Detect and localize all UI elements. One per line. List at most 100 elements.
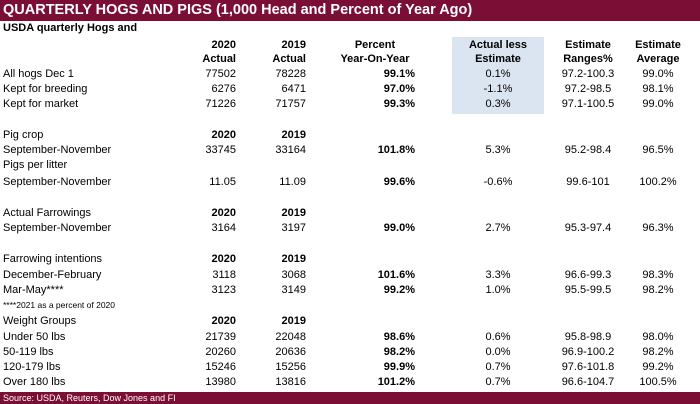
table-row: September-November 33745 33164 101.8% 5.… xyxy=(0,143,700,157)
value-range: 97.2-100.3 xyxy=(561,68,615,80)
header-ranges: Ranges% xyxy=(563,53,613,65)
value-pct: 99.0% xyxy=(383,222,415,234)
header-2019: 2019 xyxy=(281,39,306,51)
table-row: 120-179 lbs 15246 15256 99.9% 0.7% 97.6-… xyxy=(0,360,700,374)
section-title: Pigs per litter xyxy=(3,159,68,171)
table-row: Kept for breeding 6276 6471 97.0% -1.1% … xyxy=(0,82,700,96)
value-avg: 98.3% xyxy=(642,269,674,281)
value-diff: 0.3% xyxy=(485,98,511,110)
value-avg: 100.5% xyxy=(639,376,677,388)
header-row-2: Actual Actual Year-On-Year Estimate Rang… xyxy=(0,52,700,66)
value-range: 95.2-98.4 xyxy=(564,144,612,156)
value-pct: 99.6% xyxy=(383,176,415,188)
value-diff: 0.7% xyxy=(485,361,511,373)
section-header: Actual Farrowings 2020 2019 xyxy=(0,206,700,220)
value-diff: 0.1% xyxy=(485,68,511,80)
value-2020: 77502 xyxy=(205,68,236,80)
year-2019: 2019 xyxy=(281,315,306,327)
value-2019: 71757 xyxy=(275,98,306,110)
value-diff: 1.0% xyxy=(485,284,511,296)
value-diff: -1.1% xyxy=(483,83,513,95)
header-estimate-avg: Estimate xyxy=(635,39,681,51)
value-avg: 98.2% xyxy=(642,346,674,358)
value-diff: -0.6% xyxy=(483,176,513,188)
header-actual: Actual xyxy=(202,53,236,65)
table-title: QUARTERLY HOGS AND PIGS (1,000 Head and … xyxy=(3,2,473,18)
table-row: Over 180 lbs 13980 13816 101.2% 0.7% 96.… xyxy=(0,375,700,389)
value-pct: 99.9% xyxy=(383,361,415,373)
value-2020: 3164 xyxy=(211,222,236,234)
value-2019: 6471 xyxy=(281,83,306,95)
value-pct: 97.0% xyxy=(383,83,415,95)
value-pct: 98.2% xyxy=(383,346,415,358)
section-header: Weight Groups 2020 2019 xyxy=(0,314,700,328)
section-title: Weight Groups xyxy=(3,315,77,327)
table-row: Kept for market 71226 71757 99.3% 0.3% 9… xyxy=(0,97,700,111)
value-pct: 99.1% xyxy=(383,68,415,80)
year-2020: 2020 xyxy=(211,207,236,219)
table-row: All hogs Dec 1 77502 78228 99.1% 0.1% 97… xyxy=(0,67,700,81)
value-pct: 98.6% xyxy=(383,331,415,343)
row-label: Kept for market xyxy=(3,98,79,110)
year-2020: 2020 xyxy=(211,129,236,141)
row-label: Kept for breeding xyxy=(3,83,88,95)
value-diff: 2.7% xyxy=(485,222,511,234)
source-text: Source: USDA, Reuters, Dow Jones and FI xyxy=(3,393,176,403)
value-diff: 0.6% xyxy=(485,331,511,343)
value-diff: 0.7% xyxy=(485,376,511,388)
value-avg: 98.1% xyxy=(642,83,674,95)
section-header: Pigs per litter xyxy=(0,158,700,172)
value-2020: 6276 xyxy=(211,83,236,95)
subtitle: USDA quarterly Hogs and xyxy=(3,22,138,34)
header-actual-less: Actual less xyxy=(468,39,528,51)
value-2020: 20260 xyxy=(205,346,236,358)
header-row-1: 2020 2019 Percent Actual less Estimate E… xyxy=(0,38,700,52)
section-title: Farrowing intentions xyxy=(3,253,103,265)
value-avg: 99.2% xyxy=(642,361,674,373)
value-2019: 13816 xyxy=(275,376,306,388)
value-2019: 33164 xyxy=(275,144,306,156)
header-yoy: Year-On-Year xyxy=(340,53,410,65)
row-label: All hogs Dec 1 xyxy=(3,68,74,80)
header-average: Average xyxy=(636,53,680,65)
value-2020: 21739 xyxy=(205,331,236,343)
value-range: 99.6-101 xyxy=(566,176,610,188)
value-pct: 101.8% xyxy=(377,144,415,156)
row-label: December-February xyxy=(3,269,102,281)
row-label: September-November xyxy=(3,222,112,234)
table-row: Under 50 lbs 21739 22048 98.6% 0.6% 95.8… xyxy=(0,330,700,344)
row-label: 50-119 lbs xyxy=(3,346,54,358)
header-percent: Percent xyxy=(354,39,396,51)
value-range: 96.6-99.3 xyxy=(564,269,612,281)
value-2019: 11.09 xyxy=(279,176,306,188)
title-bar: QUARTERLY HOGS AND PIGS (1,000 Head and … xyxy=(0,0,700,21)
value-2019: 3149 xyxy=(281,284,306,296)
source-bar: Source: USDA, Reuters, Dow Jones and FI xyxy=(0,392,700,404)
row-label: September-November xyxy=(3,144,112,156)
section-title: Actual Farrowings xyxy=(3,207,92,219)
row-label: Under 50 lbs xyxy=(3,331,66,343)
value-avg: 99.0% xyxy=(642,68,674,80)
value-pct: 99.3% xyxy=(383,98,415,110)
table-row: September-November 11.05 11.09 99.6% -0.… xyxy=(0,175,700,189)
value-pct: 101.6% xyxy=(377,269,415,281)
year-2019: 2019 xyxy=(281,129,306,141)
value-2020: 13980 xyxy=(205,376,236,388)
year-2019: 2019 xyxy=(281,253,306,265)
value-diff: 0.0% xyxy=(485,346,511,358)
year-2020: 2020 xyxy=(211,253,236,265)
table-row: 50-119 lbs 20260 20636 98.2% 0.0% 96.9-1… xyxy=(0,345,700,359)
footnote: ****2021 as a percent of 2020 xyxy=(3,300,116,310)
value-2020: 33745 xyxy=(205,144,236,156)
value-range: 95.8-98.9 xyxy=(564,331,612,343)
value-2019: 22048 xyxy=(275,331,306,343)
row-label: Over 180 lbs xyxy=(3,376,66,388)
value-avg: 98.0% xyxy=(642,331,674,343)
year-2019: 2019 xyxy=(281,207,306,219)
value-avg: 99.0% xyxy=(642,98,674,110)
value-diff: 3.3% xyxy=(485,269,511,281)
value-pct: 99.2% xyxy=(383,284,415,296)
value-2020: 15246 xyxy=(205,361,236,373)
value-2020: 11.05 xyxy=(209,176,236,188)
value-avg: 96.5% xyxy=(642,144,674,156)
